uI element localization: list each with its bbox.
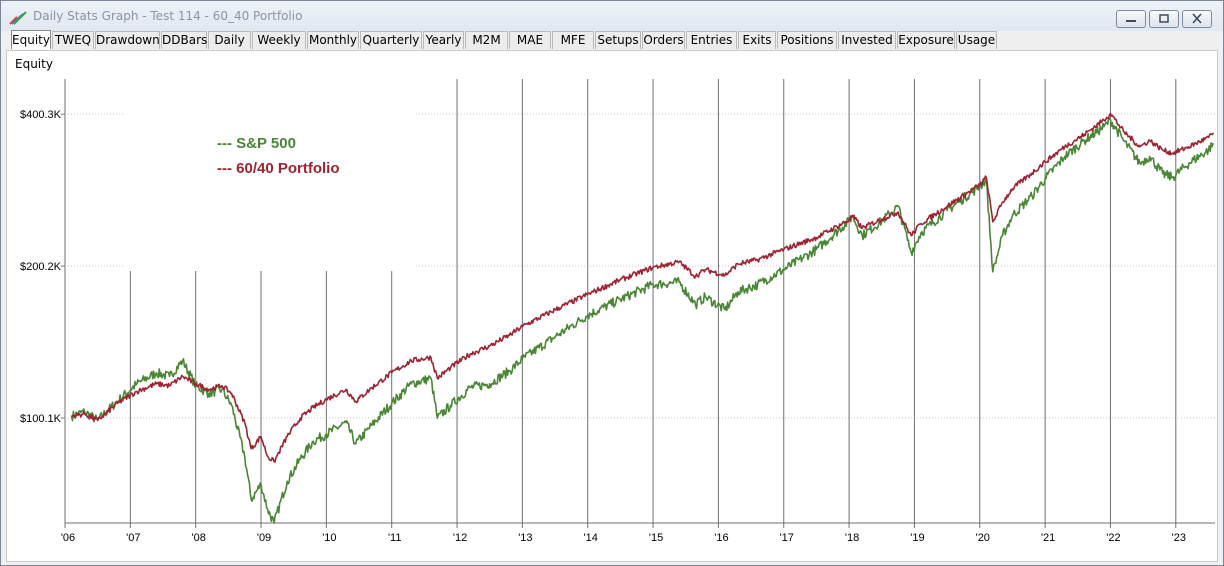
- tab-invested[interactable]: Invested: [838, 31, 896, 49]
- x-tick-label: '22: [1106, 532, 1120, 544]
- x-tick-label: '11: [388, 532, 402, 544]
- maximize-button[interactable]: [1149, 10, 1179, 28]
- window-title: Daily Stats Graph - Test 114 - 60_40 Por…: [33, 9, 303, 23]
- tab-usage[interactable]: Usage: [956, 31, 997, 49]
- tab-orders[interactable]: Orders: [642, 31, 685, 49]
- x-tick-label: '16: [714, 532, 728, 544]
- app-chart-icon: [9, 10, 27, 29]
- x-tick-label: '17: [780, 532, 794, 544]
- x-tick-label: '14: [584, 532, 598, 544]
- x-tick-label: '23: [1172, 532, 1186, 544]
- close-icon: [1192, 13, 1202, 24]
- x-tick-label: '07: [126, 532, 140, 544]
- tab-m2m[interactable]: M2M: [465, 31, 508, 49]
- y-tick-label: $200.2K: [20, 261, 62, 273]
- tab-weekly[interactable]: Weekly: [252, 31, 306, 49]
- maximize-icon: [1159, 14, 1169, 23]
- close-button[interactable]: [1182, 10, 1212, 28]
- tab-mae[interactable]: MAE: [509, 31, 551, 49]
- x-tick-label: '08: [192, 532, 206, 544]
- tab-monthly[interactable]: Monthly: [307, 31, 359, 49]
- x-tick-label: '10: [322, 532, 336, 544]
- chart-title: Equity: [15, 57, 53, 71]
- y-tick-label: $100.1K: [20, 413, 62, 425]
- tab-setups[interactable]: Setups: [595, 31, 641, 49]
- tab-quarterly[interactable]: Quarterly: [360, 31, 422, 49]
- x-tick-label: '20: [976, 532, 990, 544]
- legend-entry-sp500: --- S&P 500: [217, 135, 296, 152]
- tab-positions[interactable]: Positions: [777, 31, 837, 49]
- minimize-icon: [1126, 20, 1136, 22]
- x-tick-label: '12: [453, 532, 467, 544]
- x-tick-label: '18: [845, 532, 859, 544]
- tab-mfe[interactable]: MFE: [552, 31, 594, 49]
- y-tick-label: $400.3K: [20, 109, 62, 121]
- legend-entry-portfolio: --- 60/40 Portfolio: [217, 160, 340, 177]
- x-tick-label: '13: [518, 532, 532, 544]
- tab-entries[interactable]: Entries: [686, 31, 737, 49]
- x-tick-label: '06: [61, 532, 75, 544]
- series-line-sp500: [70, 117, 1214, 524]
- tab-daily[interactable]: Daily: [208, 31, 251, 49]
- x-tick-label: '15: [649, 532, 663, 544]
- x-tick-label: '09: [257, 532, 271, 544]
- tab-ddbars[interactable]: DDBars: [161, 31, 208, 49]
- tab-yearly[interactable]: Yearly: [423, 31, 464, 49]
- x-tick-label: '21: [1041, 532, 1055, 544]
- x-tick-label: '19: [910, 532, 924, 544]
- tab-tweq[interactable]: TWEQ: [52, 31, 94, 49]
- tab-exits[interactable]: Exits: [738, 31, 776, 49]
- legend-backdrop: [125, 81, 415, 271]
- tab-equity[interactable]: Equity: [11, 30, 51, 49]
- series-line-portfolio: [71, 112, 1215, 463]
- tab-drawdown[interactable]: Drawdown: [95, 31, 160, 49]
- tab-exposure[interactable]: Exposure: [897, 31, 955, 49]
- minimize-button[interactable]: [1116, 10, 1146, 28]
- title-bar[interactable]: Daily Stats Graph - Test 114 - 60_40 Por…: [1, 1, 1223, 31]
